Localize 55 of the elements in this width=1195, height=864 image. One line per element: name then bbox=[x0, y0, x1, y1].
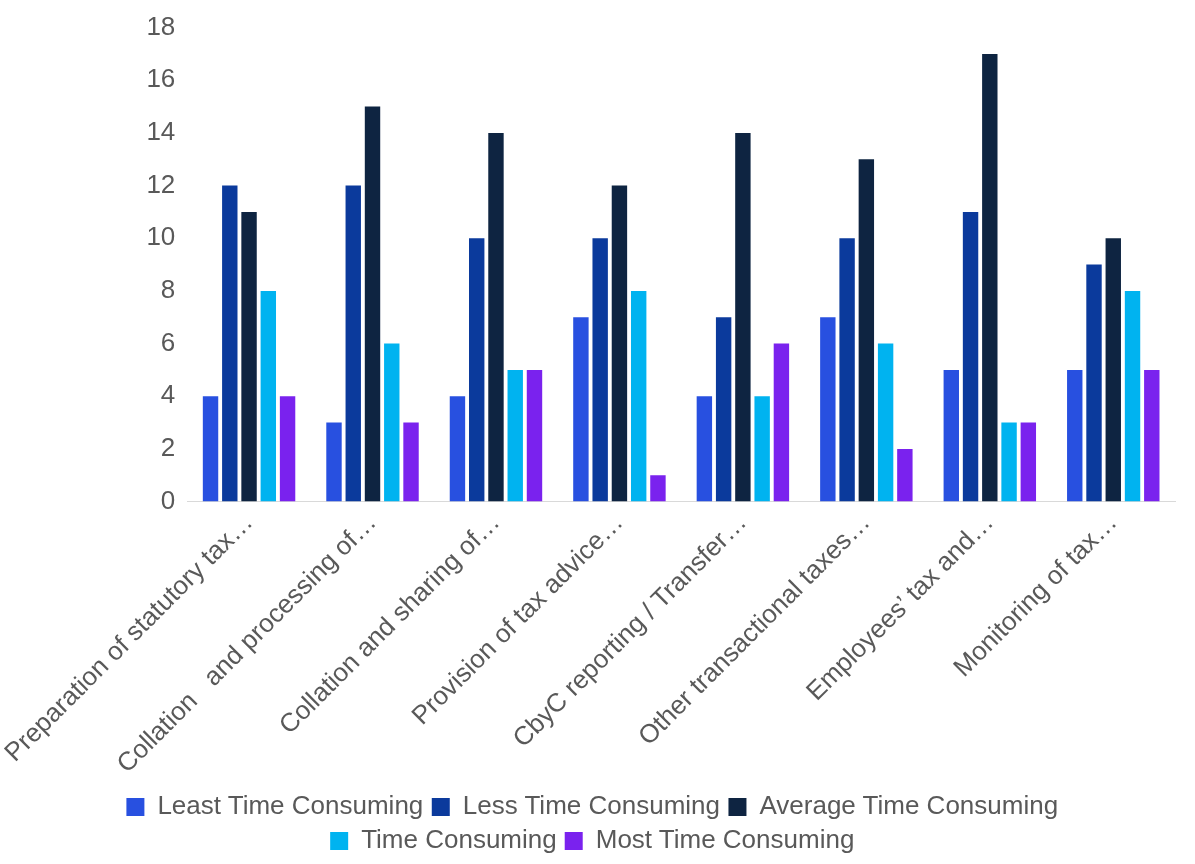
bar bbox=[962, 211, 979, 502]
bar bbox=[943, 369, 959, 502]
bar bbox=[364, 106, 381, 502]
y-tick-label: 0 bbox=[160, 484, 176, 515]
bar bbox=[630, 290, 647, 502]
legend-label: Average Time Consuming bbox=[759, 790, 1059, 821]
bar bbox=[326, 422, 342, 502]
bar bbox=[449, 396, 466, 502]
bar bbox=[241, 211, 257, 502]
bar bbox=[1001, 422, 1017, 502]
bar bbox=[1067, 369, 1083, 502]
y-tick-label: 14 bbox=[146, 116, 176, 147]
bar bbox=[1144, 369, 1160, 502]
bar bbox=[982, 53, 998, 502]
y-tick-label: 6 bbox=[160, 326, 176, 357]
bar bbox=[384, 343, 400, 502]
bar bbox=[839, 238, 855, 502]
y-tick-label: 12 bbox=[146, 168, 176, 199]
bar bbox=[715, 317, 732, 502]
bar bbox=[696, 396, 713, 502]
bar bbox=[279, 396, 296, 502]
bar bbox=[1020, 422, 1037, 502]
bar bbox=[469, 238, 485, 502]
bar bbox=[403, 422, 419, 502]
bar bbox=[858, 159, 875, 502]
bar bbox=[820, 317, 836, 502]
bar bbox=[345, 185, 361, 502]
bar bbox=[650, 475, 666, 502]
bar bbox=[1086, 264, 1102, 502]
bar bbox=[611, 185, 628, 502]
y-tick-label: 2 bbox=[160, 432, 176, 463]
bar bbox=[526, 369, 543, 502]
bar bbox=[735, 132, 751, 502]
bar bbox=[573, 317, 589, 502]
y-tick-label: 16 bbox=[146, 63, 176, 94]
bar bbox=[507, 369, 523, 502]
bar bbox=[897, 448, 913, 502]
bar bbox=[1124, 290, 1141, 502]
y-tick-label: 10 bbox=[146, 221, 176, 252]
bar bbox=[260, 290, 277, 502]
bar bbox=[877, 343, 894, 502]
bar bbox=[592, 238, 608, 502]
legend-label: Time Consuming bbox=[361, 824, 557, 855]
bar bbox=[202, 396, 219, 502]
bar bbox=[488, 132, 504, 502]
bar bbox=[754, 396, 770, 502]
bar bbox=[1105, 238, 1121, 502]
bar bbox=[773, 343, 790, 502]
legend-label: Most Time Consuming bbox=[595, 824, 855, 855]
y-tick-label: 18 bbox=[146, 10, 176, 41]
y-tick-label: 4 bbox=[160, 379, 176, 410]
legend-label: Least Time Consuming bbox=[157, 790, 424, 821]
y-tick-label: 8 bbox=[160, 274, 176, 305]
legend-label: Less Time Consuming bbox=[462, 790, 721, 821]
bar bbox=[222, 185, 238, 502]
